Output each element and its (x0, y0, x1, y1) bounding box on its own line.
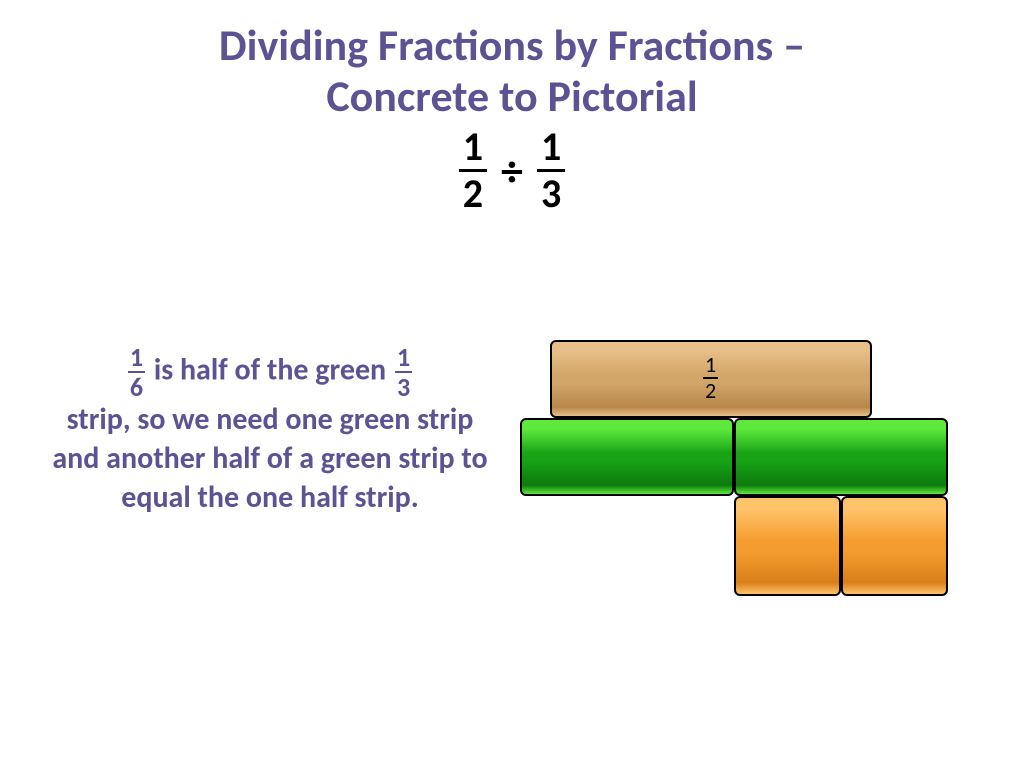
fraction-one-sixth: 1 6 (128, 344, 145, 400)
half-strip: 12 (550, 340, 872, 418)
slide-title: Dividing Fractions by Fractions – Concre… (0, 0, 1024, 121)
denominator: 3 (395, 373, 412, 400)
title-line-2: Concrete to Pictorial (0, 71, 1024, 122)
denominator: 2 (459, 172, 487, 214)
main-equation: 1 2 ÷ 1 3 (0, 127, 1024, 214)
numerator: 1 (537, 127, 565, 172)
third-strip-1 (520, 418, 734, 496)
explanation-text: 1 6 is half of the green 1 3 strip, so w… (50, 344, 490, 517)
denominator: 6 (128, 373, 145, 400)
explain-part2: strip, so we need one green strip and an… (52, 401, 487, 516)
sixth-strip-1 (734, 496, 841, 596)
denominator: 3 (537, 172, 565, 214)
fraction-one-third-inline: 1 3 (395, 344, 412, 400)
third-strip-2 (734, 418, 948, 496)
fraction-one-half: 1 2 (459, 127, 487, 214)
fraction-one-third: 1 3 (537, 127, 565, 214)
explain-part1: is half of the green (147, 351, 393, 388)
title-line-1: Dividing Fractions by Fractions – (0, 20, 1024, 71)
sixth-strip-2 (841, 496, 948, 596)
numerator: 1 (395, 344, 412, 373)
half-strip-label: 12 (703, 354, 718, 402)
numerator: 1 (459, 127, 487, 172)
numerator: 1 (128, 344, 145, 373)
divide-icon: ÷ (501, 144, 523, 198)
